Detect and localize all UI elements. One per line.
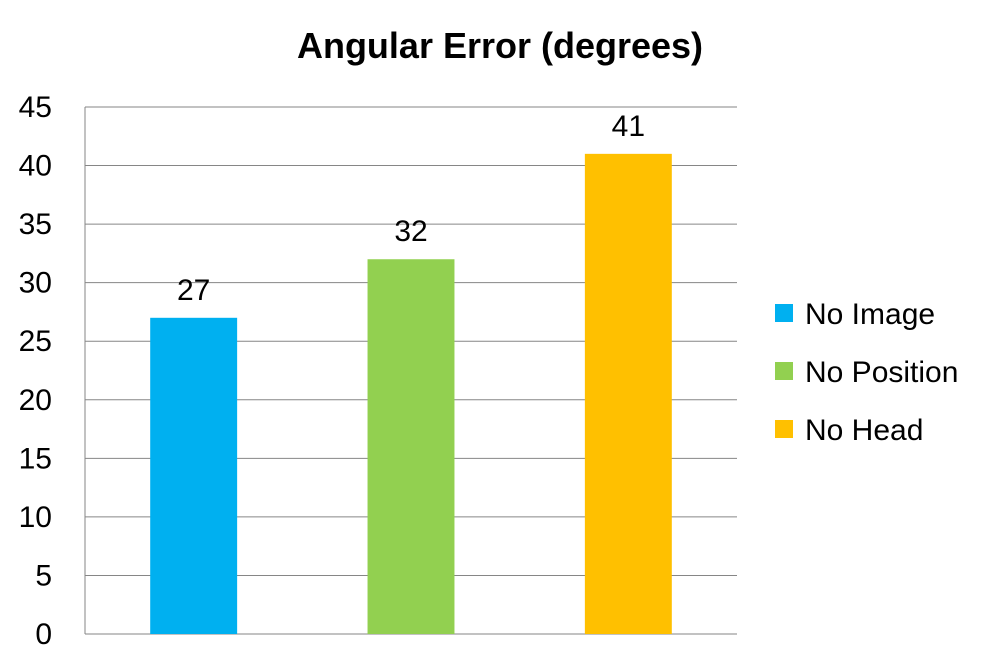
- legend-swatch: [775, 420, 793, 438]
- legend-swatch: [775, 362, 793, 380]
- y-tick-label: 20: [19, 384, 52, 417]
- bar-no-head: [584, 153, 672, 634]
- y-axis-ticks: 0 5 10 15 20 25 30 35 40 45: [19, 91, 52, 651]
- y-tick-label: 25: [19, 325, 52, 358]
- legend-label: No Position: [805, 356, 958, 389]
- y-tick-label: 35: [19, 208, 52, 241]
- bar-no-image: [150, 317, 238, 634]
- data-labels: 27 32 41: [177, 110, 645, 307]
- legend: No Image No Position No Head: [775, 298, 958, 447]
- data-label: 32: [394, 215, 427, 248]
- legend-swatch: [775, 304, 793, 322]
- y-tick-label: 45: [19, 91, 52, 124]
- bar-no-position: [367, 259, 455, 634]
- bars: [150, 153, 672, 634]
- y-tick-label: 40: [19, 150, 52, 183]
- chart-title: Angular Error (degrees): [297, 25, 703, 66]
- y-tick-label: 10: [19, 501, 52, 534]
- y-tick-label: 0: [35, 618, 52, 651]
- data-label: 27: [177, 274, 210, 307]
- y-tick-label: 15: [19, 442, 52, 475]
- legend-label: No Head: [805, 414, 923, 447]
- legend-label: No Image: [805, 298, 935, 331]
- y-tick-label: 5: [35, 559, 52, 592]
- data-label: 41: [612, 110, 645, 143]
- y-tick-label: 30: [19, 267, 52, 300]
